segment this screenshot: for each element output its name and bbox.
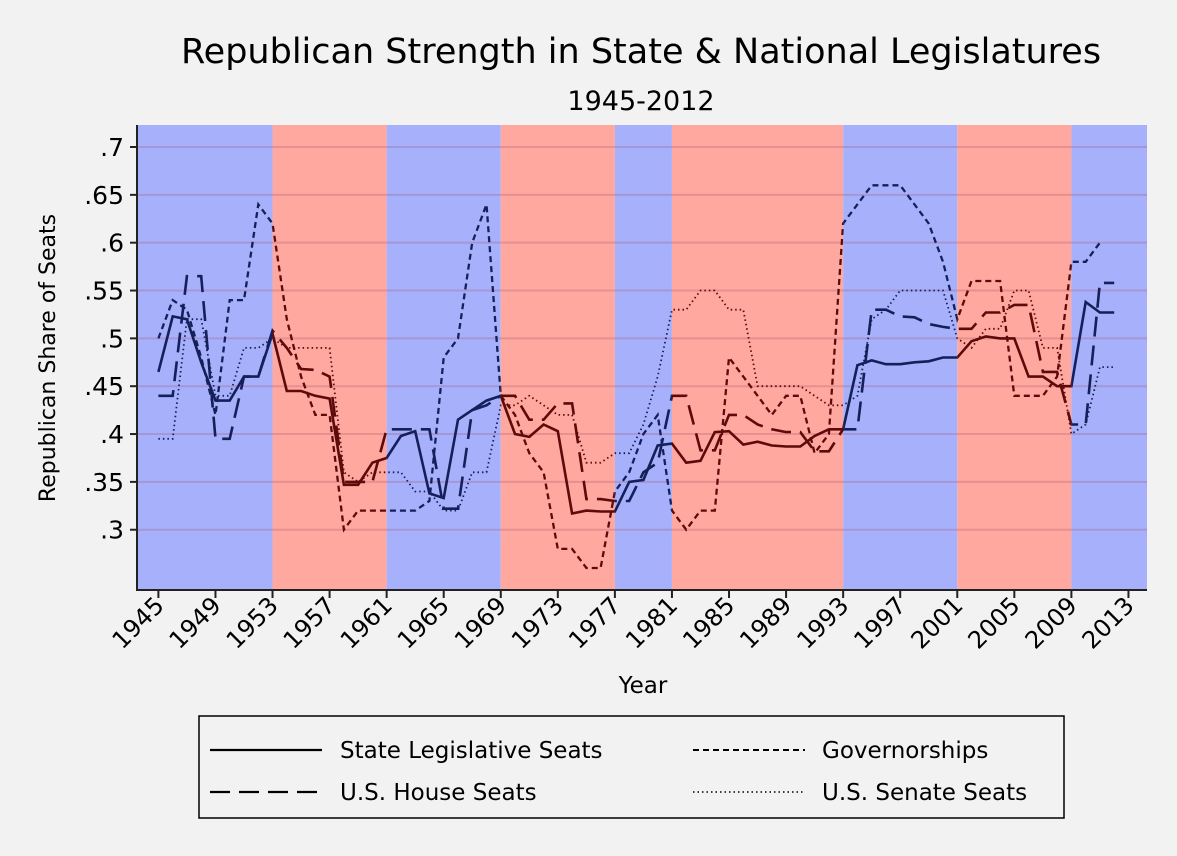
x-tick-label: 1961: [335, 591, 398, 654]
band-republican: [272, 125, 387, 590]
x-tick-label: 2013: [1077, 591, 1140, 654]
y-tick-label: .45: [84, 372, 124, 401]
x-tick-label: 1949: [164, 591, 227, 654]
x-tick-label: 1965: [392, 591, 455, 654]
series-lines: [157, 184, 1115, 570]
chart-subtitle: 1945-2012: [567, 86, 714, 117]
legend-box: [198, 715, 1065, 819]
y-axis-label: Republican Share of Seats: [36, 214, 61, 502]
series-line-longdash: [158, 274, 1115, 511]
x-tick-label: 1981: [620, 591, 683, 654]
background-bands: [137, 125, 1147, 590]
legend-label-state-legislative: State Legislative Seats: [340, 738, 603, 764]
chart-title: Republican Strength in State & National …: [181, 32, 1101, 72]
x-tick-label: 1957: [278, 591, 341, 654]
y-tick-label: .35: [84, 468, 124, 497]
x-tick-label: 2005: [963, 591, 1026, 654]
legend-label-us-senate: U.S. Senate Seats: [822, 780, 1027, 806]
band-democratic: [137, 125, 273, 590]
band-democratic: [1071, 125, 1147, 590]
y-tick-label: .7: [100, 133, 124, 162]
legend-label-us-house: U.S. House Seats: [340, 780, 537, 806]
band-democratic: [386, 125, 501, 590]
y-tick-label: .6: [100, 229, 124, 258]
y-tick-label: .3: [100, 516, 124, 545]
x-axis-label: Year: [618, 673, 668, 699]
x-tick-label: 1953: [221, 591, 284, 654]
x-tick-label: 1985: [677, 591, 740, 654]
y-tick-label: .65: [84, 181, 124, 210]
band-republican: [957, 125, 1072, 590]
y-tick-label: .4: [100, 420, 124, 449]
y-tick-label: .5: [100, 324, 124, 353]
x-tick-label: 2009: [1020, 591, 1083, 654]
y-tick-label: .55: [84, 277, 124, 306]
x-tick-label: 1973: [506, 591, 569, 654]
x-tick-label: 1993: [791, 591, 854, 654]
legend: State Legislative Seats U.S. House Seats…: [198, 715, 1065, 819]
band-republican: [671, 125, 844, 590]
x-tick-label: 1977: [563, 591, 626, 654]
x-tick-label: 2001: [906, 591, 969, 654]
x-tick-label: 1969: [449, 591, 512, 654]
x-tick-label: 1997: [848, 591, 911, 654]
x-tick-label: 1945: [107, 591, 170, 654]
x-tick-label: 1989: [734, 591, 797, 654]
legend-label-governorships: Governorships: [822, 738, 988, 764]
band-democratic: [614, 125, 672, 590]
